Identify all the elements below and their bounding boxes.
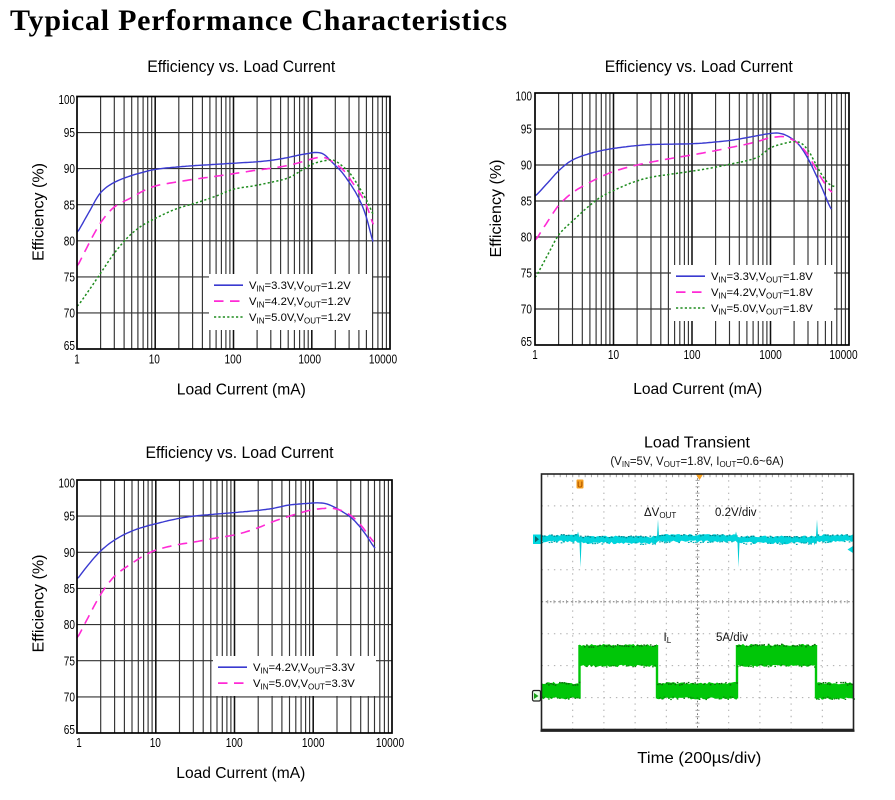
svg-text:85: 85 — [521, 194, 532, 209]
svg-text:Efficiency (%): Efficiency (%) — [488, 160, 505, 258]
svg-text:70: 70 — [521, 302, 532, 317]
svg-text:90: 90 — [521, 158, 532, 173]
svg-text:VIN=5.0V,VOUT=3.3V: VIN=5.0V,VOUT=3.3V — [253, 678, 355, 692]
svg-text:100: 100 — [226, 735, 243, 750]
svg-text:Efficiency vs. Load Current: Efficiency vs. Load Current — [147, 58, 335, 76]
svg-text:75: 75 — [64, 653, 75, 668]
svg-text:70: 70 — [64, 306, 75, 321]
svg-text:100: 100 — [59, 476, 76, 491]
svg-text:Load Current (mA): Load Current (mA) — [176, 765, 305, 782]
svg-text:95: 95 — [64, 125, 75, 140]
svg-text:Load Transient: Load Transient — [644, 435, 751, 452]
svg-text:VIN=3.3V,VOUT=1.2V: VIN=3.3V,VOUT=1.2V — [249, 280, 351, 294]
svg-text:80: 80 — [64, 617, 75, 632]
svg-text:ΔVOUT: ΔVOUT — [644, 507, 676, 520]
svg-text:10: 10 — [608, 347, 619, 362]
svg-text:85: 85 — [64, 197, 75, 212]
svg-text:Load Current (mA): Load Current (mA) — [633, 381, 762, 398]
svg-text:Efficiency (%): Efficiency (%) — [31, 163, 48, 261]
svg-text:10000: 10000 — [829, 347, 857, 362]
svg-text:VIN=4.2V,VOUT=1.8V: VIN=4.2V,VOUT=1.8V — [711, 287, 813, 301]
svg-text:65: 65 — [64, 722, 75, 737]
svg-text:10000: 10000 — [369, 351, 397, 366]
svg-text:80: 80 — [521, 230, 532, 245]
svg-text:70: 70 — [64, 690, 75, 705]
svg-text:1: 1 — [74, 351, 80, 366]
svg-text:VIN=5.0V,VOUT=1.8V: VIN=5.0V,VOUT=1.8V — [711, 303, 813, 317]
svg-text:10: 10 — [150, 735, 161, 750]
svg-text:VIN=4.2V,VOUT=3.3V: VIN=4.2V,VOUT=3.3V — [253, 662, 355, 676]
svg-text:(VIN=5V, VOUT=1.8V, IOUT=0.6~6: (VIN=5V, VOUT=1.8V, IOUT=0.6~6A) — [610, 456, 783, 469]
svg-text:95: 95 — [521, 122, 532, 137]
svg-text:100: 100 — [225, 351, 242, 366]
svg-text:0.2V/div: 0.2V/div — [715, 507, 757, 519]
svg-text:100: 100 — [59, 92, 76, 107]
svg-text:Efficiency (%): Efficiency (%) — [31, 555, 48, 653]
svg-text:5A/div: 5A/div — [716, 632, 748, 644]
svg-text:VIN=4.2V,VOUT=1.2V: VIN=4.2V,VOUT=1.2V — [249, 296, 351, 310]
svg-text:Efficiency vs. Load Current: Efficiency vs. Load Current — [605, 58, 793, 76]
svg-text:1: 1 — [76, 735, 82, 750]
svg-text:1: 1 — [532, 347, 538, 362]
svg-text:100: 100 — [684, 347, 701, 362]
svg-text:65: 65 — [64, 338, 75, 353]
svg-text:1000: 1000 — [759, 347, 782, 362]
svg-text:85: 85 — [64, 581, 75, 596]
svg-text:100: 100 — [516, 89, 533, 104]
svg-text:IL: IL — [664, 632, 672, 645]
svg-text:90: 90 — [64, 161, 75, 176]
svg-text:10: 10 — [149, 351, 160, 366]
svg-text:95: 95 — [64, 509, 75, 524]
svg-text:90: 90 — [64, 545, 75, 560]
svg-text:65: 65 — [521, 334, 532, 349]
svg-text:Efficiency vs. Load Current: Efficiency vs. Load Current — [146, 444, 334, 462]
svg-text:10000: 10000 — [376, 735, 404, 750]
svg-text:1000: 1000 — [302, 735, 325, 750]
svg-text:Typical Performance Characteri: Typical Performance Characteristics — [10, 4, 507, 37]
svg-text:75: 75 — [521, 266, 532, 281]
svg-text:Time (200µs/div): Time (200µs/div) — [637, 750, 761, 767]
svg-text:Load Current (mA): Load Current (mA) — [177, 381, 306, 398]
svg-text:80: 80 — [64, 233, 75, 248]
svg-text:VIN=5.0V,VOUT=1.2V: VIN=5.0V,VOUT=1.2V — [249, 312, 351, 326]
svg-text:75: 75 — [64, 270, 75, 285]
svg-text:1000: 1000 — [298, 351, 321, 366]
svg-text:VIN=3.3V,VOUT=1.8V: VIN=3.3V,VOUT=1.8V — [711, 271, 813, 285]
svg-text:U: U — [577, 481, 583, 490]
